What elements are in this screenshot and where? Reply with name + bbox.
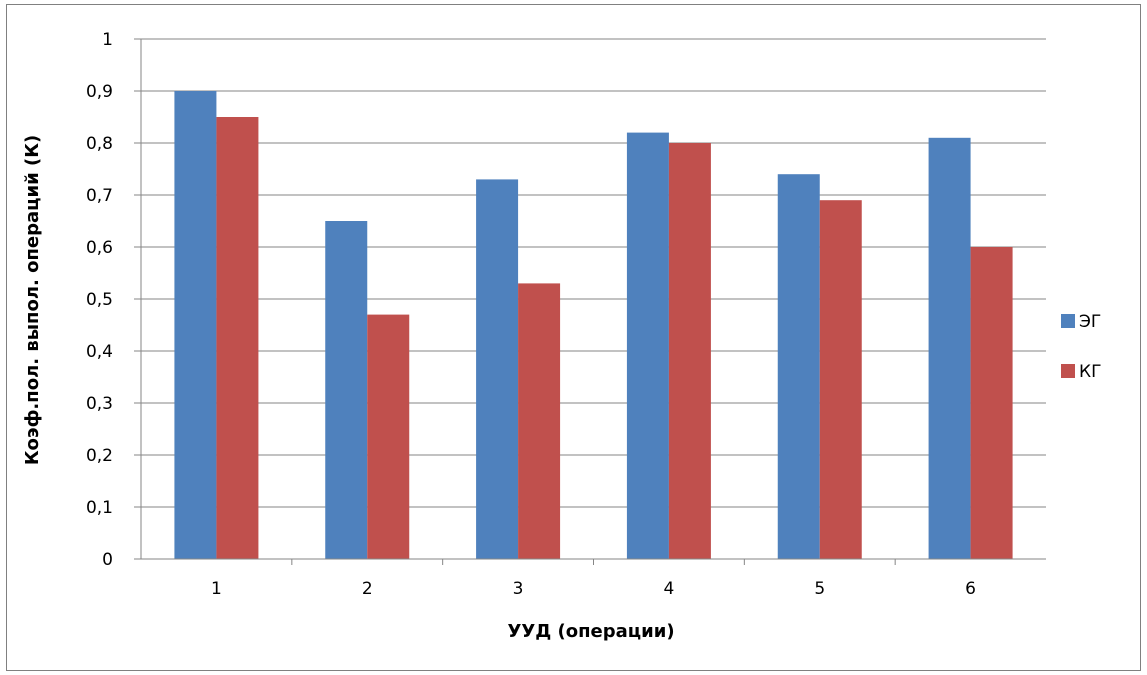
legend-label: ЭГ (1079, 312, 1101, 332)
bar-eg-6 (928, 137, 971, 560)
x-tick-labels: 1 2 3 4 5 6 (211, 579, 976, 599)
legend-swatch (1061, 364, 1075, 378)
y-tick-label: 0,2 (86, 446, 113, 466)
bar-eg-1 (174, 91, 217, 559)
x-tick-label: 1 (211, 579, 222, 599)
bar-kg-3 (518, 283, 561, 559)
bar-kg-4 (668, 143, 711, 559)
y-tick-label: 0,6 (86, 238, 113, 258)
x-tick-label: 2 (362, 579, 373, 599)
bar-eg-5 (777, 174, 820, 559)
x-axis-title: УУД (операции) (507, 621, 674, 642)
y-tick-labels: 0 0,1 0,2 0,3 0,4 0,5 0,6 0,7 0,8 0,9 1 (86, 30, 113, 570)
gridlines (141, 38, 1046, 508)
y-tick-label: 0,9 (86, 82, 113, 102)
bar-kg-2 (367, 314, 410, 559)
x-tick-label: 3 (513, 579, 524, 599)
bar-kg-5 (819, 200, 862, 559)
y-tick-label: 0 (102, 550, 113, 570)
axes (134, 38, 1046, 565)
bar-eg-3 (476, 179, 519, 559)
y-tick-label: 0,7 (86, 186, 113, 206)
y-tick-label: 0,1 (86, 498, 113, 518)
bar-eg-2 (325, 221, 368, 559)
y-tick-label: 0,3 (86, 394, 113, 414)
bar-eg-4 (626, 132, 669, 559)
bars (174, 91, 1013, 560)
legend-swatch (1061, 314, 1075, 328)
legend-label: КГ (1079, 362, 1101, 382)
bar-kg-6 (970, 247, 1013, 559)
y-tick-label: 0,4 (86, 342, 113, 362)
y-tick-label: 0,8 (86, 134, 113, 154)
x-tick-label: 6 (965, 579, 976, 599)
y-axis-title: Коэф.пол. выпол. операций (К) (22, 135, 43, 465)
bar-kg-1 (216, 117, 259, 559)
legend: ЭГ КГ (1061, 312, 1101, 382)
y-tick-label: 0,5 (86, 290, 113, 310)
x-tick-label: 4 (664, 579, 675, 599)
x-tick-label: 5 (814, 579, 825, 599)
y-tick-label: 1 (102, 30, 113, 50)
